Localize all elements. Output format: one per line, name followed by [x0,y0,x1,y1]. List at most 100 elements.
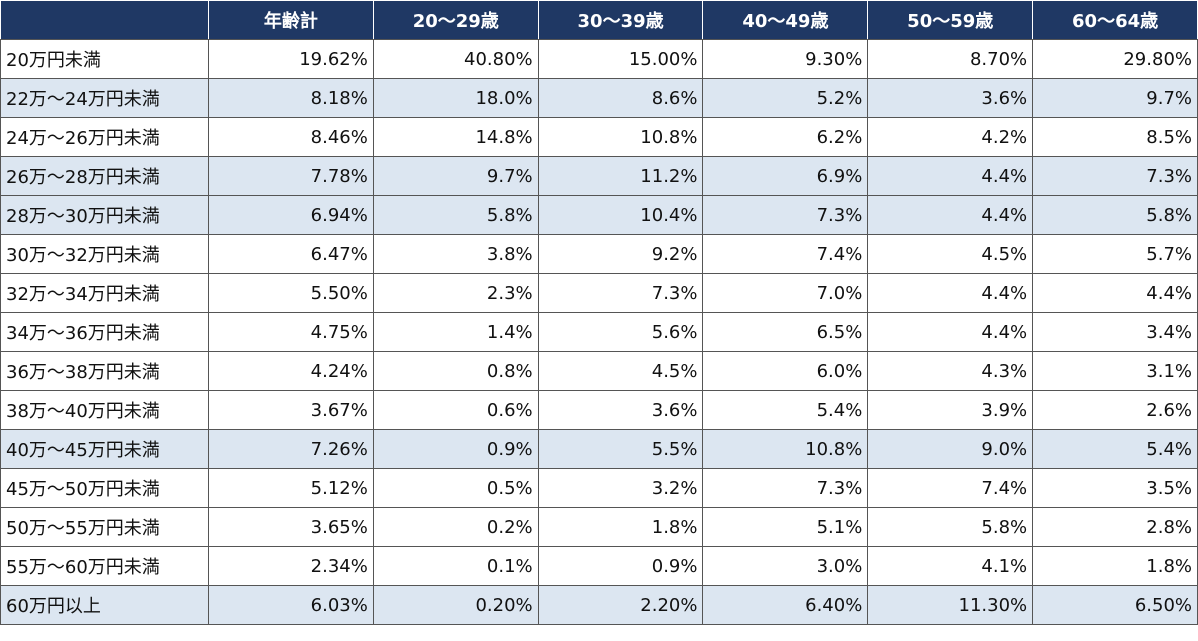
cell: 3.1% [1032,351,1198,391]
cell: 9.2% [537,234,704,274]
table-row: 22万～24万円未満 8.18% 18.0% 8.6% 5.2% 3.6% 9.7% [0,78,1198,118]
cell: 6.94% [208,195,374,235]
cell: 5.8% [867,507,1034,547]
cell: 11.2% [537,156,704,196]
cell: 5.4% [702,390,869,430]
cell: 0.5% [372,468,539,508]
cell: 6.47% [208,234,374,274]
cell: 6.50% [1032,585,1198,625]
table-row: 45万～50万円未満 5.12% 0.5% 3.2% 7.3% 7.4% 3.5% [0,468,1198,508]
cell: 4.3% [867,351,1034,391]
cell: 10.4% [537,195,704,235]
cell: 3.65% [208,507,374,547]
cell: 7.3% [537,273,704,313]
table-row: 20万円未満 19.62% 40.80% 15.00% 9.30% 8.70% 29.80% [0,39,1198,79]
cell: 7.4% [867,468,1034,508]
cell: 3.5% [1032,468,1198,508]
column-header: 年齢計 [208,0,374,40]
cell: 10.8% [702,429,869,469]
cell: 4.4% [867,312,1034,352]
cell: 6.5% [702,312,869,352]
row-label: 32万～34万円未満 [0,273,209,313]
column-header: 20～29歳 [372,0,539,40]
cell: 0.20% [372,585,539,625]
table-row: 26万～28万円未満 7.78% 9.7% 11.2% 6.9% 4.4% 7.3% [0,156,1198,196]
cell: 7.3% [702,468,869,508]
cell: 8.5% [1032,117,1198,157]
cell: 7.78% [208,156,374,196]
column-header: 60～64歳 [1032,0,1198,40]
cell: 0.9% [372,429,539,469]
row-label: 34万～36万円未満 [0,312,209,352]
cell: 2.8% [1032,507,1198,547]
table-row: 24万～26万円未満 8.46% 14.8% 10.8% 6.2% 4.2% 8.5% [0,117,1198,157]
cell: 5.6% [537,312,704,352]
table-row: 28万～30万円未満 6.94% 5.8% 10.4% 7.3% 4.4% 5.8% [0,195,1198,235]
row-label: 28万～30万円未満 [0,195,209,235]
cell: 1.4% [372,312,539,352]
cell: 8.70% [867,39,1034,79]
cell: 5.2% [702,78,869,118]
table-row: 55万～60万円未満 2.34% 0.1% 0.9% 3.0% 4.1% 1.8% [0,546,1198,586]
header-row: 年齢計 20～29歳 30～39歳 40～49歳 50～59歳 60～64歳 [0,0,1198,40]
row-label: 40万～45万円未満 [0,429,209,469]
table-row: 50万～55万円未満 3.65% 0.2% 1.8% 5.1% 5.8% 2.8% [0,507,1198,547]
table-row: 38万～40万円未満 3.67% 0.6% 3.6% 5.4% 3.9% 2.6% [0,390,1198,430]
cell: 3.8% [372,234,539,274]
cell: 7.26% [208,429,374,469]
cell: 0.9% [537,546,704,586]
column-header: 30～39歳 [537,0,704,40]
data-table: 年齢計 20～29歳 30～39歳 40～49歳 50～59歳 60～64歳 20万円未満… [0,0,1198,625]
row-label: 30万～32万円未満 [0,234,209,274]
table-row: 32万～34万円未満 5.50% 2.3% 7.3% 7.0% 4.4% 4.4% [0,273,1198,313]
cell: 2.3% [372,273,539,313]
cell: 4.75% [208,312,374,352]
cell: 29.80% [1032,39,1198,79]
cell: 0.1% [372,546,539,586]
cell: 9.7% [1032,78,1198,118]
cell: 5.1% [702,507,869,547]
table-row: 36万～38万円未満 4.24% 0.8% 4.5% 6.0% 4.3% 3.1% [0,351,1198,391]
row-label: 50万～55万円未満 [0,507,209,547]
cell: 40.80% [372,39,539,79]
cell: 3.6% [537,390,704,430]
cell: 2.6% [1032,390,1198,430]
row-label: 26万～28万円未満 [0,156,209,196]
table-row: 34万～36万円未満 4.75% 1.4% 5.6% 6.5% 4.4% 3.4% [0,312,1198,352]
cell: 5.8% [372,195,539,235]
column-header: 50～59歳 [867,0,1034,40]
cell: 14.8% [372,117,539,157]
cell: 7.4% [702,234,869,274]
cell: 0.2% [372,507,539,547]
cell: 7.3% [702,195,869,235]
cell: 1.8% [1032,546,1198,586]
cell: 0.8% [372,351,539,391]
row-label: 45万～50万円未満 [0,468,209,508]
row-label: 20万円未満 [0,39,209,79]
cell: 18.0% [372,78,539,118]
cell: 5.4% [1032,429,1198,469]
cell: 4.24% [208,351,374,391]
row-label: 55万～60万円未満 [0,546,209,586]
cell: 4.1% [867,546,1034,586]
table-row: 60万円以上 6.03% 0.20% 2.20% 6.40% 11.30% 6.50% [0,585,1198,625]
cell: 3.6% [867,78,1034,118]
cell: 19.62% [208,39,374,79]
row-label: 60万円以上 [0,585,209,625]
cell: 4.4% [867,156,1034,196]
cell: 8.46% [208,117,374,157]
cell: 1.8% [537,507,704,547]
cell: 2.20% [537,585,704,625]
cell: 4.5% [867,234,1034,274]
cell: 4.2% [867,117,1034,157]
cell: 7.3% [1032,156,1198,196]
cell: 5.5% [537,429,704,469]
row-label: 22万～24万円未満 [0,78,209,118]
cell: 6.03% [208,585,374,625]
cell: 5.50% [208,273,374,313]
cell: 6.40% [702,585,869,625]
cell: 6.9% [702,156,869,196]
cell: 9.7% [372,156,539,196]
cell: 5.7% [1032,234,1198,274]
